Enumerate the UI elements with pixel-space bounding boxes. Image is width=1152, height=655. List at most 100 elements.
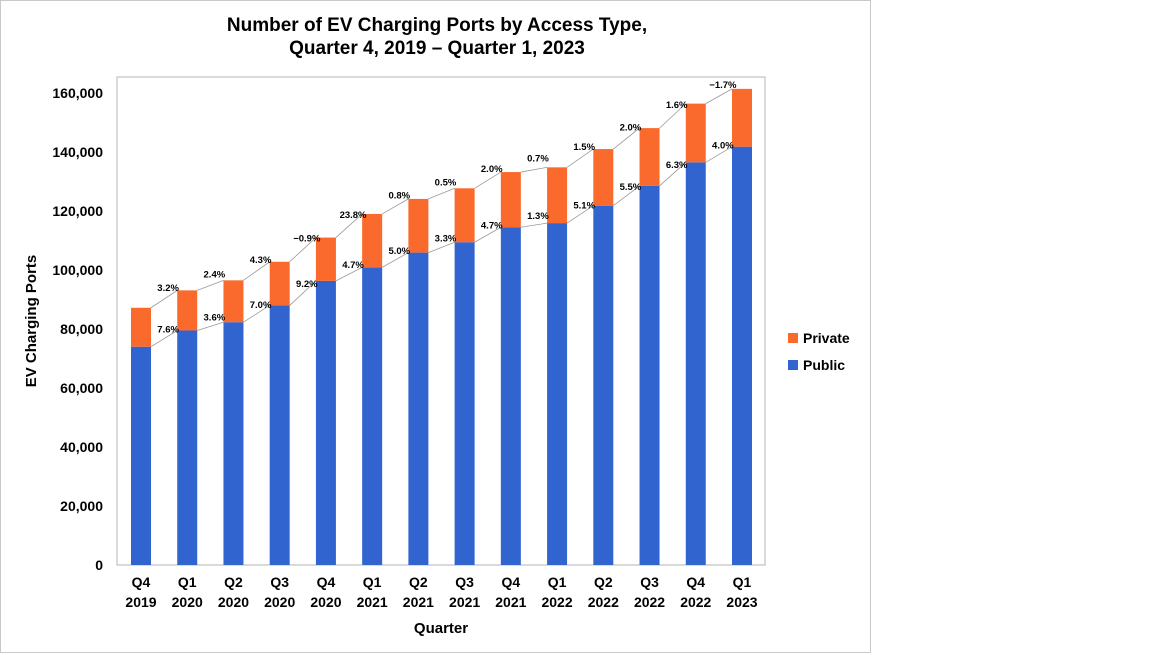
total-connector-line xyxy=(474,171,502,189)
x-tick-label-quarter: Q4 xyxy=(132,574,151,590)
private-growth-label: 4.3% xyxy=(250,255,272,266)
x-tick-label-year: 2023 xyxy=(726,594,757,610)
bar-private xyxy=(593,149,614,206)
x-tick-label-quarter: Q2 xyxy=(594,574,613,590)
x-tick-label-year: 2020 xyxy=(310,594,341,610)
bar-private xyxy=(408,198,429,253)
x-tick-label-quarter: Q2 xyxy=(409,574,428,590)
bar-public xyxy=(593,205,614,565)
public-connector-line xyxy=(335,266,363,282)
bar-public xyxy=(547,223,568,565)
bar-public xyxy=(500,227,521,565)
public-growth-label: 5.0% xyxy=(388,246,410,257)
bar-public xyxy=(408,252,429,565)
x-tick-label-year: 2019 xyxy=(125,594,156,610)
private-growth-label: 0.8% xyxy=(388,190,410,201)
public-growth-label: 7.0% xyxy=(250,300,272,311)
bar-public xyxy=(362,267,383,565)
bar-private xyxy=(639,128,660,186)
legend: Private Public xyxy=(788,330,850,373)
private-growth-label: 2.4% xyxy=(204,269,226,280)
x-tick-label-quarter: Q4 xyxy=(686,574,705,590)
bar-public xyxy=(315,280,336,565)
x-tick-label-year: 2021 xyxy=(357,594,388,610)
x-tick-label-year: 2020 xyxy=(218,594,249,610)
bar-private xyxy=(131,307,151,347)
x-axis: Q4 2019 Q1 2020 Q2 2020 Q3 2020 Q4 2020 Q1 2021 Q2 20… xyxy=(125,574,757,610)
public-connector-line xyxy=(243,305,270,323)
bar-private xyxy=(732,88,752,147)
private-growth-label: 1.6% xyxy=(666,100,688,111)
private-growth-label: 23.8% xyxy=(340,210,367,221)
bar-public xyxy=(177,330,198,565)
total-connector-line xyxy=(705,88,733,104)
x-tick-label-quarter: Q2 xyxy=(224,574,243,590)
bar-public xyxy=(269,305,290,565)
x-tick-label-year: 2021 xyxy=(403,594,434,610)
public-growth-label: 3.3% xyxy=(435,233,457,244)
y-tick-label: 0 xyxy=(95,557,103,573)
public-growth-label: 4.7% xyxy=(481,221,503,232)
y-tick-label: 120,000 xyxy=(52,203,103,219)
chart-title-line1: Number of EV Charging Ports by Access Ty… xyxy=(227,15,647,36)
total-connector-line xyxy=(659,103,687,129)
private-growth-label: 1.5% xyxy=(573,142,595,153)
bar-public xyxy=(223,322,244,565)
public-growth-label: 4.0% xyxy=(712,141,734,152)
growth-labels: 7.6% 3.2% 3.6% 2.4% 7.0% 4.3% 9.2% −0.9% 4.7% 23.… xyxy=(157,80,737,335)
y-tick-label: 20,000 xyxy=(60,498,103,514)
y-axis-title: EV Charging Ports xyxy=(23,255,40,388)
public-connector-line xyxy=(659,162,687,187)
total-connector-line xyxy=(335,213,363,238)
chart-title-line2: Quarter 4, 2019 – Quarter 1, 2023 xyxy=(289,38,585,59)
x-tick-label-year: 2020 xyxy=(172,594,203,610)
bar-public xyxy=(732,146,752,565)
x-tick-label-year: 2021 xyxy=(449,594,480,610)
public-connector-line xyxy=(381,252,409,268)
total-connector-line xyxy=(428,187,455,200)
private-growth-label: −1.7% xyxy=(709,80,737,91)
total-connector-line xyxy=(381,198,409,215)
bar-private xyxy=(177,290,198,331)
x-tick-label-year: 2020 xyxy=(264,594,295,610)
public-connector-line xyxy=(520,222,548,228)
x-tick-label-quarter: Q1 xyxy=(178,574,197,590)
y-axis: 0 20,000 40,000 60,000 80,000 100,000 120,000 1… xyxy=(52,85,103,573)
y-tick-label: 140,000 xyxy=(52,144,103,160)
x-tick-label-year: 2022 xyxy=(541,594,572,610)
total-connector-line xyxy=(150,290,178,309)
total-connector-line xyxy=(566,148,594,168)
x-tick-label-year: 2021 xyxy=(495,594,526,610)
bar-public xyxy=(685,162,706,565)
x-tick-label-year: 2022 xyxy=(588,594,619,610)
bar-private xyxy=(315,237,336,281)
public-growth-label: 5.1% xyxy=(573,200,595,211)
x-tick-label-year: 2022 xyxy=(680,594,711,610)
legend-swatch xyxy=(788,360,798,370)
private-growth-label: −0.9% xyxy=(293,234,321,245)
total-connector-line xyxy=(289,237,317,263)
y-tick-label: 40,000 xyxy=(60,439,103,455)
public-connector-line xyxy=(428,241,455,253)
y-tick-label: 60,000 xyxy=(60,380,103,396)
legend-label: Public xyxy=(803,357,845,373)
public-connector-line xyxy=(705,146,733,163)
public-connector-line xyxy=(474,226,502,243)
x-tick-label-quarter: Q1 xyxy=(733,574,752,590)
total-connector-line xyxy=(197,279,224,291)
private-growth-label: 0.7% xyxy=(527,154,549,165)
total-connector-line xyxy=(243,261,270,281)
x-tick-label-year: 2022 xyxy=(634,594,665,610)
x-tick-label-quarter: Q1 xyxy=(363,574,382,590)
x-tick-label-quarter: Q4 xyxy=(502,574,521,590)
public-growth-label: 6.3% xyxy=(666,160,688,171)
total-connector-line xyxy=(613,127,640,150)
public-connector-line xyxy=(613,185,640,207)
bar-private xyxy=(269,261,290,306)
public-growth-label: 7.6% xyxy=(157,325,179,336)
bar-private xyxy=(362,213,383,268)
bar-private xyxy=(500,172,521,228)
public-connector-line xyxy=(566,205,594,224)
bars xyxy=(131,88,752,566)
